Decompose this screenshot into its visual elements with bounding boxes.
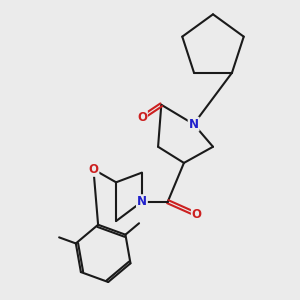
Text: O: O	[192, 208, 202, 221]
Text: N: N	[137, 195, 147, 208]
Text: O: O	[88, 163, 98, 176]
Text: N: N	[189, 118, 199, 131]
Text: O: O	[137, 111, 147, 124]
